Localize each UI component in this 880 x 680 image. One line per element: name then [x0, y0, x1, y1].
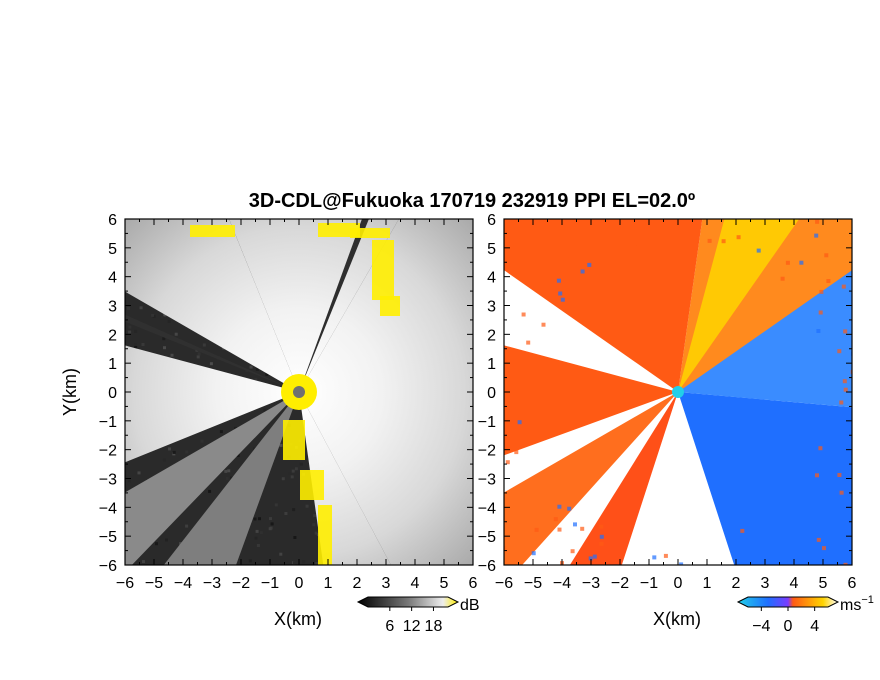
velocity-colorbar-tick-label: −4 [752, 618, 770, 635]
y-tick-label: −4 [99, 500, 117, 517]
y-tick-label: −3 [99, 472, 117, 489]
radar-site-marker [672, 386, 684, 398]
snr-echo-northwest [125, 219, 299, 392]
snr-flag-patch [318, 223, 360, 237]
x-tick-label: 6 [469, 575, 478, 592]
x-tick-label: 0 [674, 575, 683, 592]
snr-flag-patch [190, 225, 235, 237]
snr-blocked-ray [125, 314, 299, 392]
x-tick-label: 4 [411, 575, 420, 592]
snr-echo-north [229, 219, 399, 392]
y-tick-label: −2 [478, 443, 496, 460]
velocity-field [504, 219, 852, 565]
y-tick-label: 4 [487, 270, 496, 287]
snr-echo-east [299, 219, 473, 565]
y-tick-label: 5 [487, 241, 496, 258]
y-tick-label: 3 [487, 299, 496, 316]
y-tick-label: 2 [108, 327, 117, 344]
snr-blocked-ray [299, 219, 369, 392]
snr-colorbar: 6 12 18 dB [356, 596, 480, 635]
snr-colorbar-tick-label: 6 [385, 618, 394, 635]
x-tick-label: 2 [353, 575, 362, 592]
x-tick-label: −6 [116, 575, 134, 592]
velocity-receding-northwest [504, 219, 703, 392]
velocity-south-arm [569, 392, 678, 565]
x-tick-label: 3 [761, 575, 770, 592]
x-tick-label: −6 [495, 575, 513, 592]
snr-panel: −6 −5 −4 −3 −2 −1 0 1 2 3 4 5 6 −6 −5 −4 −3 −2 −1 0 1 2 3 4 5 6 [99, 212, 478, 592]
left-y-axis-label: Y(km) [60, 368, 80, 416]
chart-title: 3D-CDL@Fukuoka 170719 232919 PPI EL=02.0… [249, 190, 695, 212]
y-tick-label: −6 [99, 558, 117, 575]
y-tick-label: 2 [487, 327, 496, 344]
velocity-receding-west [504, 345, 678, 456]
y-tick-label: 1 [487, 356, 496, 373]
velocity-southwest-arm [504, 392, 678, 565]
x-tick-label: −5 [145, 575, 163, 592]
snr-colorbar-tick-label: 18 [425, 618, 443, 635]
x-tick-label: 0 [295, 575, 304, 592]
velocity-colorbar-tick-label: 0 [784, 618, 793, 635]
snr-flag-patch [283, 420, 305, 460]
y-tick-label: 0 [487, 385, 496, 402]
y-tick-label: −2 [99, 443, 117, 460]
y-tick-label: 4 [108, 270, 117, 287]
x-tick-label: 3 [382, 575, 391, 592]
right-x-axis-label: X(km) [653, 609, 701, 629]
y-tick-label: 6 [487, 212, 496, 229]
snr-flag-patch [350, 228, 390, 238]
snr-colorbar-unit: dB [460, 597, 480, 614]
x-tick-label: 1 [703, 575, 712, 592]
y-tick-label: −1 [478, 414, 496, 431]
y-tick-label: −1 [99, 414, 117, 431]
y-tick-label: 1 [108, 356, 117, 373]
velocity-colorbar-unit: ms−1 [840, 594, 874, 614]
x-tick-label: −3 [203, 575, 221, 592]
snr-flag-patch [372, 240, 394, 300]
x-tick-label: −5 [524, 575, 542, 592]
x-tick-label: −3 [582, 575, 600, 592]
velocity-colorbar-bar [736, 596, 840, 608]
y-tick-label: 5 [108, 241, 117, 258]
x-tick-label: 4 [790, 575, 799, 592]
y-tick-label: 3 [108, 299, 117, 316]
snr-echo-southwest-arm [125, 392, 299, 565]
velocity-approaching-sector [678, 392, 852, 565]
x-tick-label: 5 [440, 575, 449, 592]
radar-site-marker [293, 386, 305, 398]
velocity-colorbar-tick-label: 4 [810, 618, 819, 635]
snr-echo-south-arm [163, 392, 299, 565]
y-tick-label: −6 [478, 558, 496, 575]
x-tick-label: −2 [611, 575, 629, 592]
left-x-axis-label: X(km) [274, 609, 322, 629]
y-tick-label: 0 [108, 385, 117, 402]
velocity-high-core [678, 219, 800, 392]
y-tick-label: −5 [99, 529, 117, 546]
x-tick-label: 6 [848, 575, 857, 592]
y-tick-label: −4 [478, 500, 496, 517]
x-tick-label: −2 [232, 575, 250, 592]
snr-colorbar-tick-label: 12 [403, 618, 421, 635]
snr-colorbar-bar [356, 596, 460, 608]
y-tick-label: 6 [108, 212, 117, 229]
velocity-panel: −6 −5 −4 −3 −2 −1 0 1 2 3 4 5 6 −6 −5 −4 −3 −2 −1 0 1 2 3 4 5 6 [478, 212, 857, 592]
x-tick-label: 5 [819, 575, 828, 592]
x-tick-label: −1 [640, 575, 658, 592]
y-tick-label: −5 [478, 529, 496, 546]
y-tick-label: −3 [478, 472, 496, 489]
snr-echo-west [125, 345, 299, 463]
snr-flag-patch [380, 296, 400, 316]
velocity-colorbar: −4 0 4 ms−1 [736, 594, 874, 635]
x-tick-label: −1 [261, 575, 279, 592]
snr-field [125, 219, 473, 565]
x-tick-label: −4 [553, 575, 571, 592]
x-tick-label: −4 [174, 575, 192, 592]
snr-flag-patch [300, 470, 324, 500]
x-tick-label: 2 [732, 575, 741, 592]
snr-flag-patch [318, 505, 332, 565]
x-tick-label: 1 [324, 575, 333, 592]
